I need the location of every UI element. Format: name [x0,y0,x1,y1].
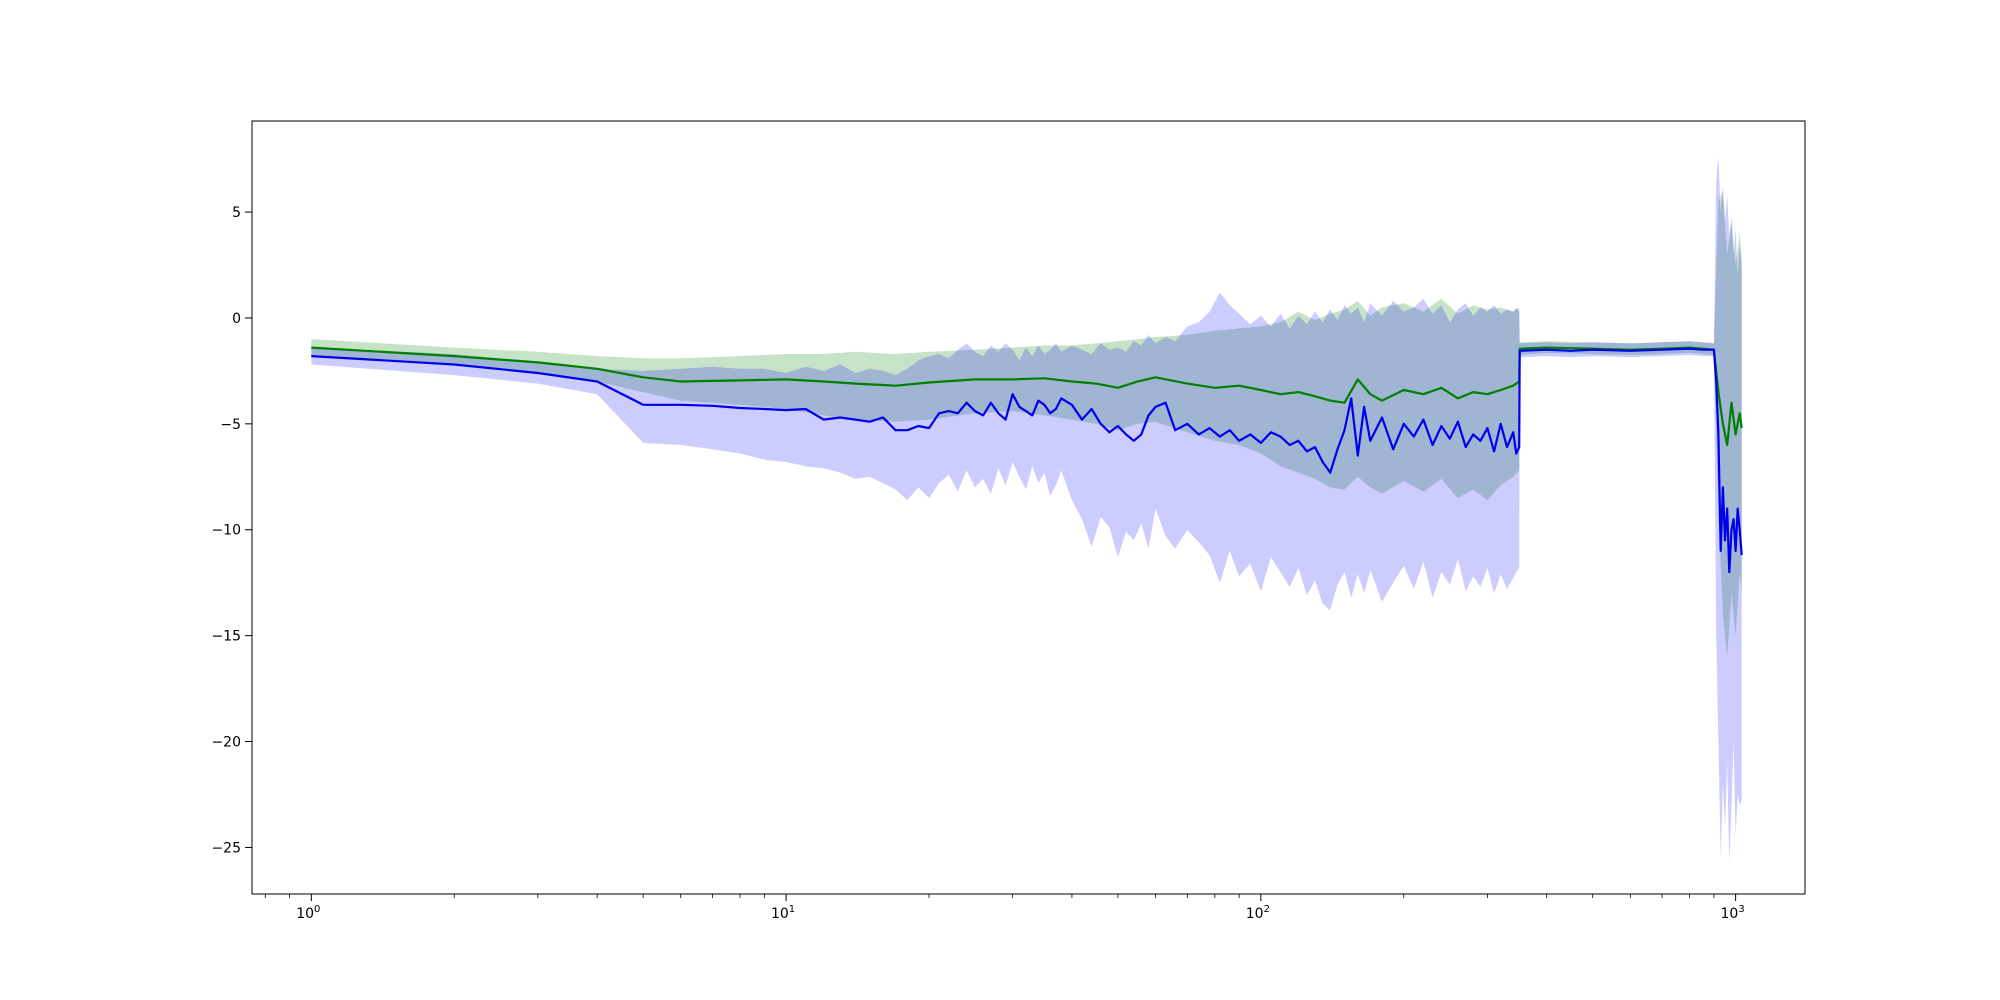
y-tick-label: 5 [232,205,241,221]
y-tick-label: −20 [211,735,241,751]
series-2-line [311,347,1743,574]
plot-frame [251,120,1806,895]
confidence-bands [311,157,1742,863]
y-tick-label: −25 [211,840,241,856]
y-tick-label: −5 [220,417,241,433]
y-axis: 5 0 −5 −10 −15 −20 −25 [211,205,252,856]
x-axis: 100 101 102 103 [264,894,1745,922]
x-tick-label: 103 [1721,904,1745,922]
x-tick-label: 100 [296,904,320,922]
series-1-band [311,190,1742,657]
y-tick-label: 0 [232,311,241,327]
x-tick-label: 101 [771,904,795,922]
y-tick-label: −15 [211,629,241,645]
plot-area [311,157,1743,863]
series-2-band [311,157,1742,863]
series-lines [311,346,1743,574]
x-tick-label: 102 [1246,904,1270,922]
y-tick-label: −10 [211,523,241,539]
